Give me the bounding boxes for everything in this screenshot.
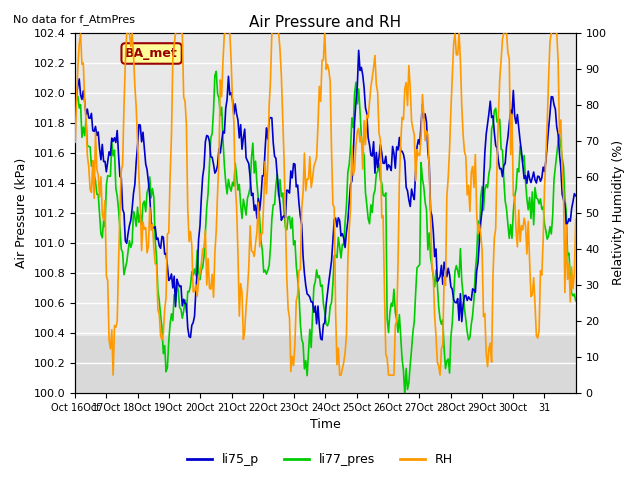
- Text: No data for f_AtmPres: No data for f_AtmPres: [13, 14, 135, 25]
- Y-axis label: Relativity Humidity (%): Relativity Humidity (%): [612, 140, 625, 286]
- Legend: li75_p, li77_pres, RH: li75_p, li77_pres, RH: [182, 448, 458, 471]
- Text: BA_met: BA_met: [125, 47, 178, 60]
- Title: Air Pressure and RH: Air Pressure and RH: [250, 15, 401, 30]
- Bar: [75, 336, 576, 393]
- X-axis label: Time: Time: [310, 419, 341, 432]
- Y-axis label: Air Pressure (kPa): Air Pressure (kPa): [15, 158, 28, 268]
